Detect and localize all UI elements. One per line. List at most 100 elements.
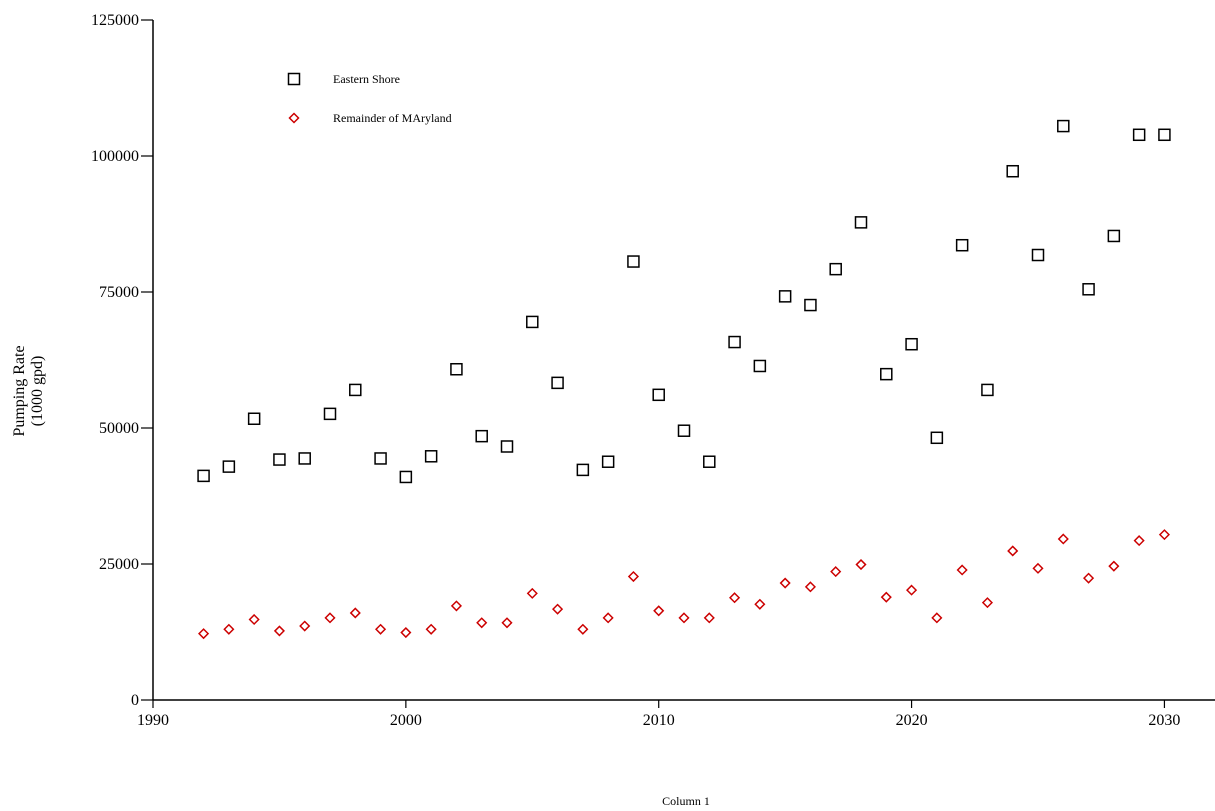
data-point xyxy=(1108,560,1120,572)
data-point xyxy=(247,412,261,426)
data-point xyxy=(703,455,716,468)
legend: Eastern Shore Remainder of MAryland xyxy=(287,72,452,125)
data-point xyxy=(829,262,842,276)
data-point xyxy=(906,584,918,596)
data-point xyxy=(729,592,741,604)
data-point xyxy=(804,298,817,312)
data-point xyxy=(830,566,842,578)
data-point xyxy=(652,388,665,402)
data-points xyxy=(197,119,1171,640)
data-point xyxy=(399,470,413,484)
data-point xyxy=(1083,572,1095,584)
data-point xyxy=(880,591,892,603)
y-tick-label: 25000 xyxy=(99,556,139,573)
data-point xyxy=(198,628,210,640)
y-axis-title-line-2: (1000 gpd) xyxy=(29,356,46,427)
data-point xyxy=(526,315,539,329)
data-point xyxy=(754,598,766,610)
data-point xyxy=(981,597,993,609)
data-point xyxy=(273,625,285,637)
x-axis-title: Column 1 xyxy=(662,794,710,808)
data-point xyxy=(374,452,387,465)
data-point xyxy=(349,383,362,397)
data-point xyxy=(779,577,791,589)
x-tick-label: 1990 xyxy=(137,712,169,729)
data-point xyxy=(500,440,514,453)
data-point xyxy=(1057,119,1070,133)
data-point xyxy=(753,359,767,373)
x-tick-label: 2010 xyxy=(643,712,675,729)
data-point xyxy=(476,617,488,629)
y-tick-label: 0 xyxy=(131,692,139,709)
data-point xyxy=(1007,545,1019,557)
data-point xyxy=(778,290,792,303)
data-point xyxy=(1057,533,1069,545)
data-point xyxy=(1133,535,1145,547)
data-point xyxy=(602,612,614,624)
data-point xyxy=(627,570,639,583)
x-tick-label: 2000 xyxy=(390,712,422,729)
y-tick-label: 125000 xyxy=(91,12,139,29)
x-tick-label: 2020 xyxy=(896,712,928,729)
data-point xyxy=(627,255,640,268)
data-point xyxy=(299,620,311,632)
y-axis-title-line-1: Pumping Rate xyxy=(11,345,28,436)
series-1 xyxy=(198,529,1170,640)
data-point xyxy=(400,626,412,639)
legend-label: Eastern Shore xyxy=(333,72,400,86)
data-point xyxy=(956,564,968,576)
data-point xyxy=(653,605,665,617)
data-point xyxy=(905,337,918,351)
data-point xyxy=(931,612,943,624)
y-tick-label: 75000 xyxy=(99,284,139,301)
data-point xyxy=(526,587,538,599)
data-point xyxy=(1132,128,1146,142)
data-point xyxy=(930,431,944,445)
data-point xyxy=(601,455,615,468)
data-point xyxy=(1031,248,1045,262)
legend-marker xyxy=(288,112,300,124)
ticks: 0 25000 50000 75000 100000 125000 1990 2000 2010… xyxy=(91,12,1180,729)
data-point xyxy=(576,463,590,477)
data-point xyxy=(425,623,437,635)
data-point xyxy=(1158,529,1170,541)
data-point xyxy=(273,453,286,466)
data-point xyxy=(223,623,235,635)
data-point xyxy=(854,216,868,229)
x-tick-label: 2030 xyxy=(1148,712,1180,729)
data-point xyxy=(450,600,462,612)
data-point xyxy=(424,450,438,463)
data-point xyxy=(450,362,463,376)
legend-marker xyxy=(287,72,301,86)
data-point xyxy=(855,558,867,571)
data-point xyxy=(703,612,715,624)
data-point xyxy=(298,452,311,465)
data-point xyxy=(501,617,513,629)
data-point xyxy=(551,376,564,390)
data-point xyxy=(1107,229,1121,243)
data-point xyxy=(552,603,564,615)
data-point xyxy=(222,460,236,473)
axis-titles: Pumping Rate (1000 gpd) Column 1 xyxy=(11,345,710,808)
data-point xyxy=(1032,562,1044,574)
y-tick-label: 100000 xyxy=(91,148,139,165)
data-point xyxy=(1158,128,1171,142)
data-point xyxy=(1006,164,1019,178)
data-point xyxy=(677,424,691,437)
data-point xyxy=(475,429,488,443)
axes xyxy=(152,20,1215,701)
data-point xyxy=(349,607,361,619)
data-point xyxy=(248,613,260,626)
series-0 xyxy=(197,119,1171,484)
data-point xyxy=(324,612,336,624)
data-point xyxy=(981,383,994,397)
data-point xyxy=(955,238,969,252)
data-point xyxy=(577,623,589,635)
data-point xyxy=(678,612,690,624)
data-point xyxy=(728,335,741,349)
y-tick-label: 50000 xyxy=(99,420,139,437)
data-point xyxy=(323,407,337,421)
data-point xyxy=(1082,283,1095,296)
data-point xyxy=(375,623,387,635)
